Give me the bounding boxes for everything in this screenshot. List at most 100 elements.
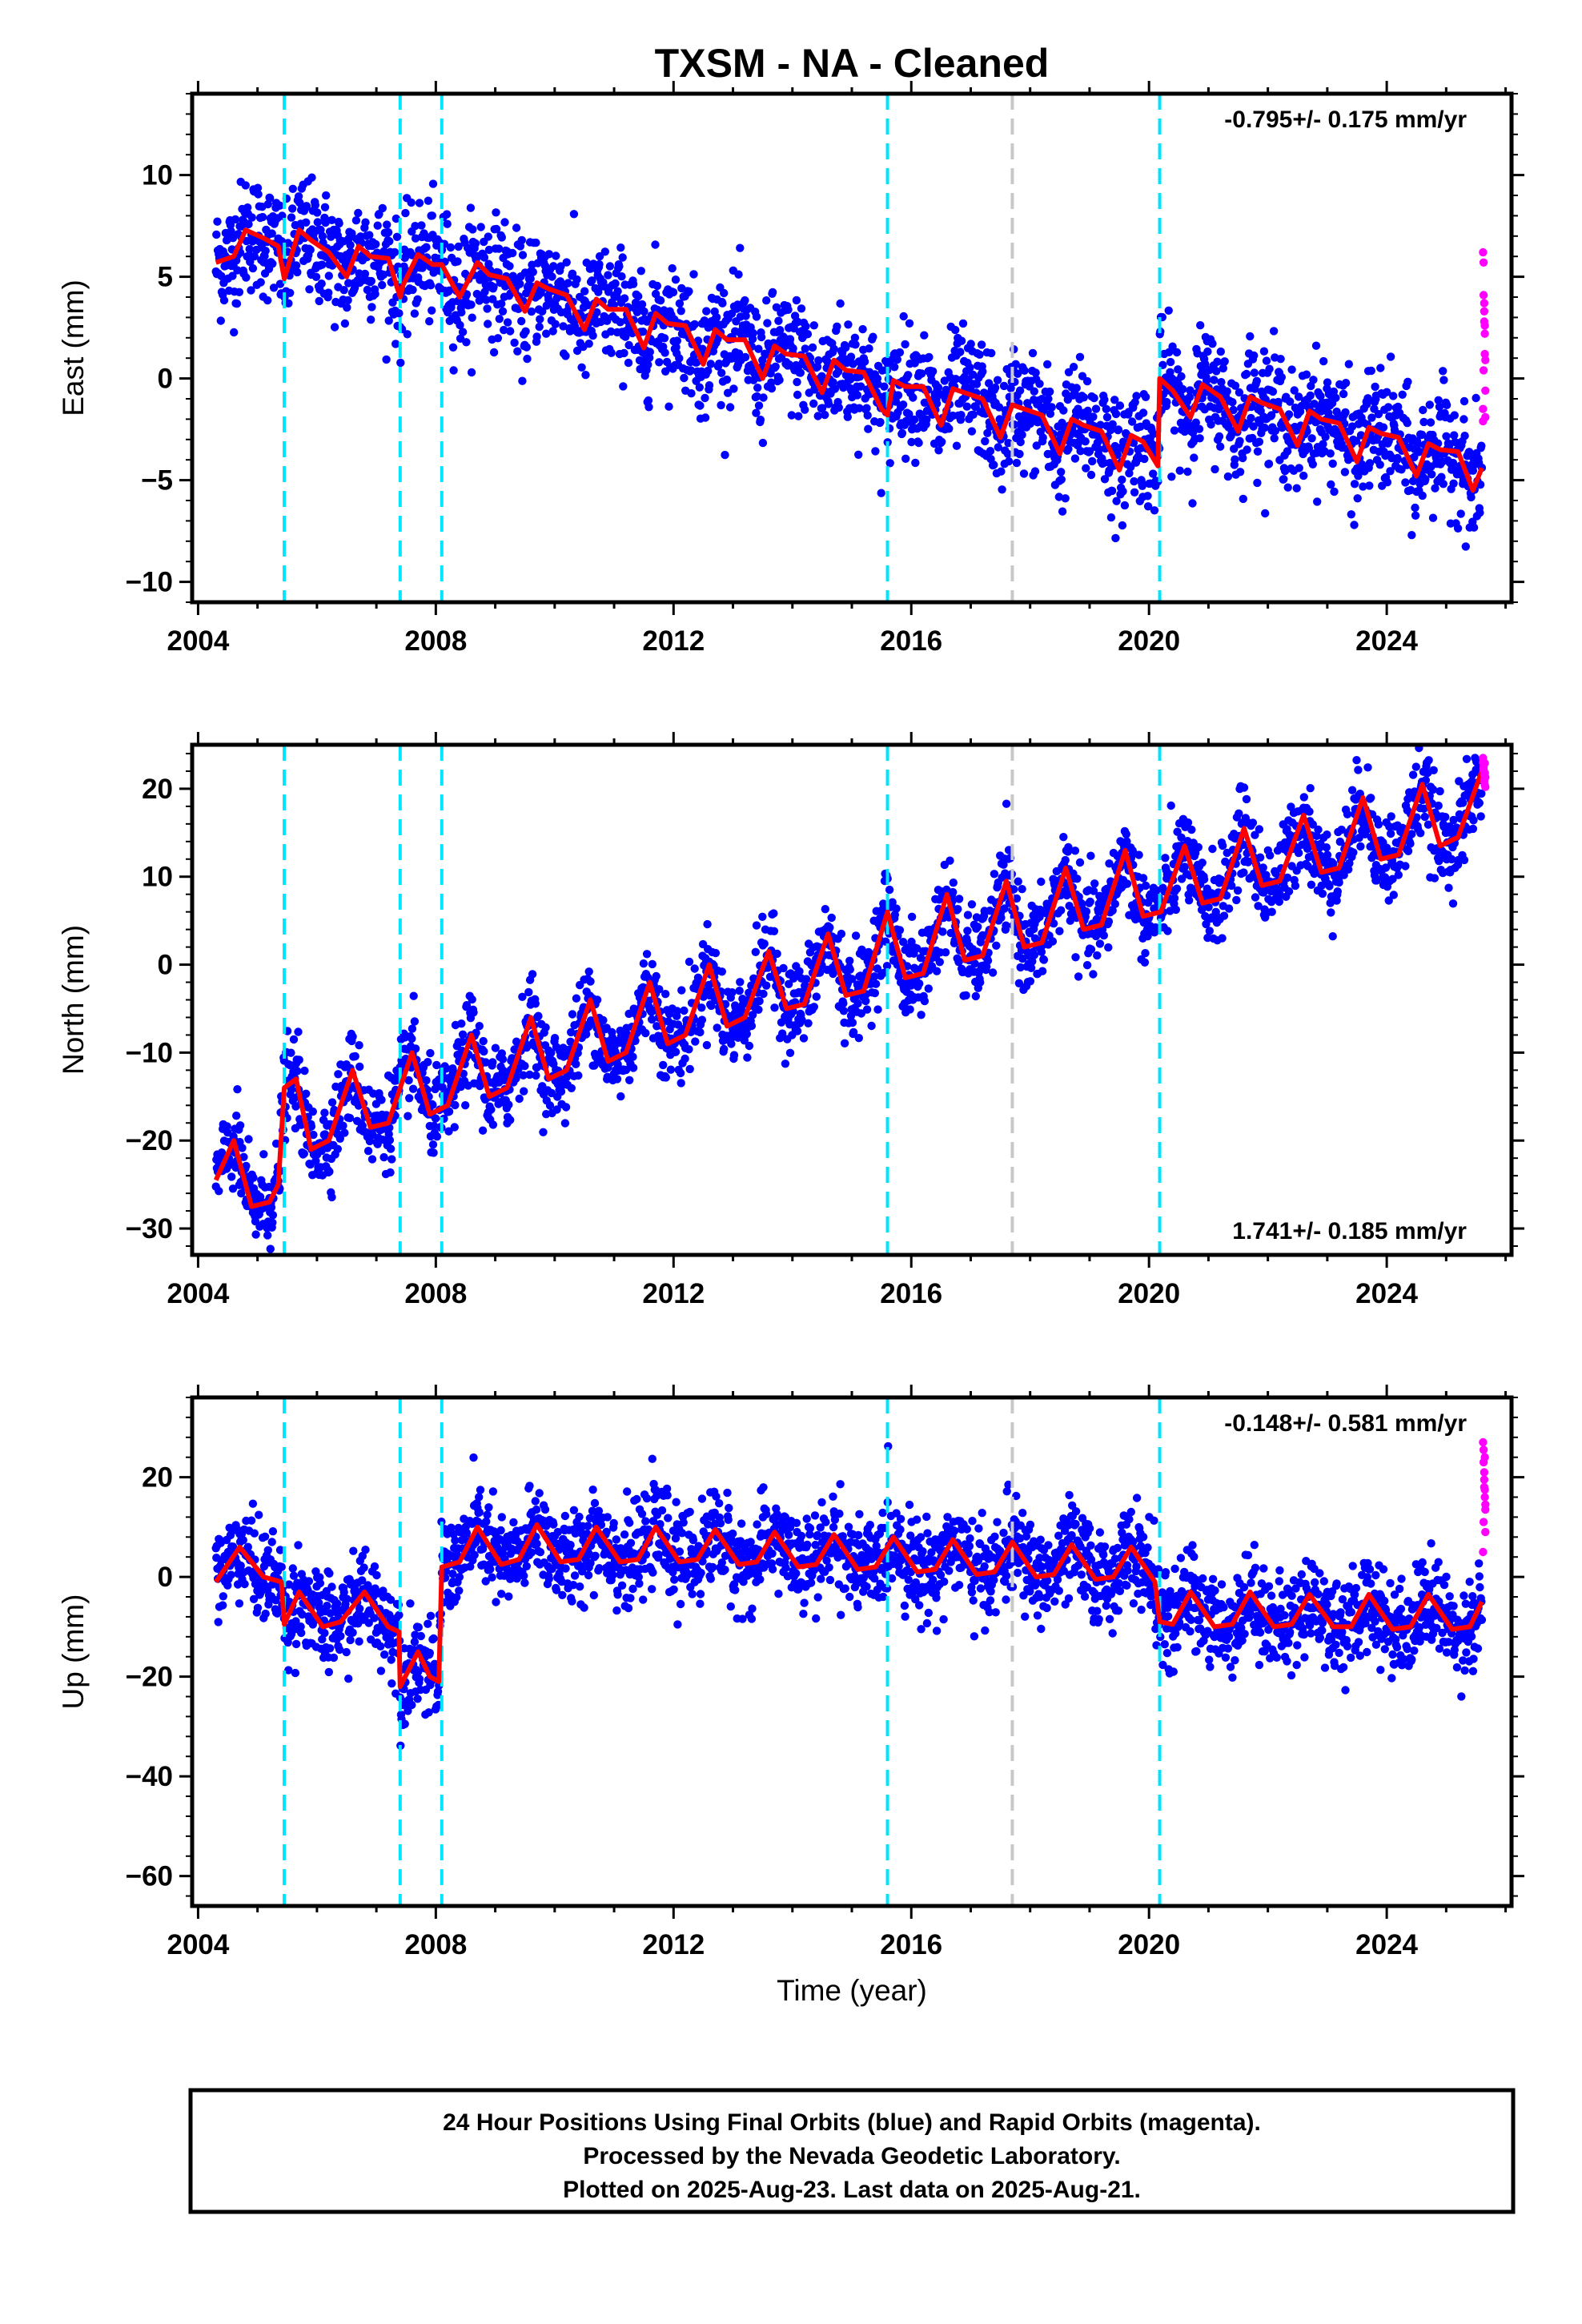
east-final-point [1477, 441, 1486, 450]
north-final-point [430, 1121, 439, 1131]
east-final-point [651, 240, 660, 249]
north-final-point [325, 1167, 334, 1176]
east-final-point [318, 231, 327, 241]
north-final-point [1059, 833, 1068, 842]
east-final-point [263, 296, 272, 305]
east-final-point [1102, 412, 1112, 422]
east-final-point [1138, 481, 1147, 490]
east-final-point [1141, 392, 1150, 401]
east-final-point [528, 267, 537, 276]
east-final-point [934, 446, 943, 455]
north-final-point [534, 1011, 543, 1020]
east-final-point [785, 335, 795, 344]
north-final-point [954, 895, 964, 903]
east-final-point [834, 367, 843, 376]
north-final-point [812, 992, 821, 1001]
east-final-point [559, 322, 568, 331]
north-final-point [853, 999, 862, 1008]
east-final-point [253, 183, 263, 192]
east-final-point [403, 330, 412, 339]
east-final-point [741, 296, 749, 305]
east-final-point [669, 287, 678, 297]
east-final-point [1228, 398, 1237, 407]
north-final-point [898, 938, 908, 947]
east-final-point [952, 441, 962, 450]
east-final-point [1223, 387, 1231, 396]
east-final-point [1057, 468, 1066, 476]
east-final-point [1434, 396, 1443, 404]
east-final-point [619, 382, 628, 391]
east-final-point [521, 327, 530, 336]
east-final-point [775, 376, 784, 384]
east-final-point [1319, 440, 1327, 448]
north-final-point [335, 1134, 344, 1144]
east-final-point [1081, 437, 1090, 446]
north-final-point [268, 1218, 277, 1228]
north-final-point [971, 991, 981, 1001]
north-final-point [648, 1015, 656, 1024]
north-final-point [520, 1061, 529, 1071]
east-final-point [231, 215, 240, 224]
north-final-point [429, 1148, 438, 1157]
east-final-point [829, 344, 838, 353]
east-final-point [306, 245, 315, 255]
east-final-point [268, 259, 277, 268]
east-final-point [213, 217, 222, 226]
east-final-point [733, 300, 742, 309]
east-final-point [324, 271, 333, 280]
north-final-point [379, 1152, 388, 1162]
north-final-point [1233, 886, 1243, 895]
east-rapid-point [1480, 307, 1489, 316]
east-rapid-point [1481, 356, 1490, 364]
east-final-point [836, 299, 845, 308]
north-final-point [1104, 943, 1113, 952]
north-final-point [949, 887, 958, 897]
east-final-point [1185, 392, 1195, 402]
east-final-point [722, 375, 732, 384]
north-final-point [1018, 885, 1026, 894]
north-final-point [320, 1108, 329, 1117]
east-final-point [503, 318, 512, 327]
east-x-tick-label: 2012 [642, 625, 705, 657]
east-final-point [250, 251, 259, 261]
east-final-point [1265, 364, 1274, 373]
east-final-point [493, 334, 503, 343]
east-final-point [603, 316, 612, 325]
east-final-point [1367, 413, 1376, 422]
east-final-point [830, 384, 840, 393]
north-final-point [1291, 881, 1300, 891]
east-final-point [275, 279, 285, 288]
north-final-point [287, 1048, 295, 1057]
north-final-point [751, 947, 760, 957]
north-final-point [249, 1173, 258, 1182]
east-final-point [1319, 356, 1328, 366]
east-final-point [428, 211, 436, 220]
east-final-point [1350, 521, 1359, 529]
north-final-point [232, 1112, 241, 1120]
east-final-point [235, 287, 244, 296]
north-final-point [235, 1121, 245, 1130]
east-final-point [542, 329, 551, 338]
east-final-point [753, 384, 762, 392]
east-final-point [1183, 467, 1192, 476]
east-final-point [1094, 444, 1103, 454]
north-final-point [659, 1060, 668, 1070]
north-final-point [422, 1076, 431, 1085]
east-final-point [1089, 412, 1098, 421]
east-final-point [216, 316, 225, 325]
east-final-point [1450, 411, 1460, 420]
north-final-point [882, 962, 892, 971]
east-final-point [489, 348, 499, 357]
east-final-point [994, 443, 1003, 452]
east-final-point [616, 243, 625, 252]
east-rapid-point [1479, 404, 1488, 413]
north-final-point [1070, 846, 1080, 855]
east-final-point [689, 270, 698, 279]
north-final-point [946, 856, 954, 865]
north-final-point [1275, 897, 1284, 907]
east-final-point [850, 333, 860, 342]
east-final-point [754, 401, 764, 410]
east-final-point [1143, 502, 1153, 511]
north-final-point [327, 1192, 336, 1202]
east-final-point [1403, 419, 1412, 428]
